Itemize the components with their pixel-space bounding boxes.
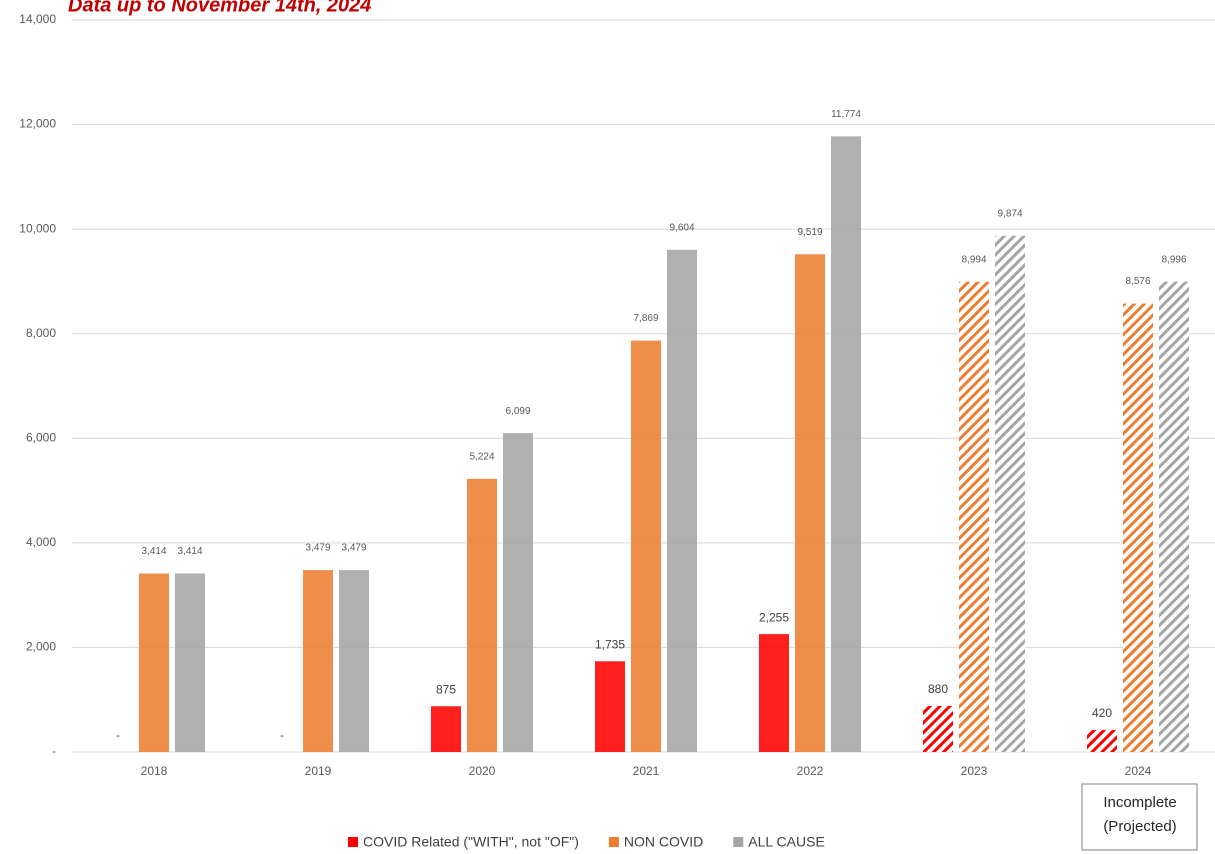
bar — [1159, 281, 1189, 752]
annotation: (Projected) — [1103, 818, 1176, 835]
value-label: 420 — [1092, 706, 1112, 720]
value-label: 3,479 — [341, 543, 366, 554]
legend-label: ALL CAUSE — [748, 834, 825, 850]
y-tick-label: 2,000 — [26, 640, 56, 654]
bar — [595, 661, 625, 752]
bar — [1087, 730, 1117, 752]
value-label: 8,576 — [1125, 276, 1150, 287]
value-label: 2,255 — [759, 610, 789, 624]
y-tick-label: 10,000 — [19, 221, 56, 235]
value-label: 8,994 — [961, 254, 986, 265]
legend-swatch — [608, 837, 619, 847]
value-label: 6,099 — [505, 406, 530, 417]
value-label: 5,224 — [469, 452, 494, 463]
value-label: 11,774 — [831, 109, 861, 120]
value-label: 9,874 — [997, 208, 1022, 219]
legend-label: COVID Related ("WITH", not "OF") — [363, 834, 579, 850]
x-tick-label: 2024 — [1125, 764, 1152, 778]
value-label: 1,735 — [595, 637, 625, 651]
bar — [303, 570, 333, 752]
value-label: 8,996 — [1161, 254, 1186, 265]
bar — [995, 235, 1025, 753]
legend-swatch — [348, 837, 358, 847]
x-tick-label: 2021 — [633, 764, 660, 778]
value-label: 880 — [928, 682, 948, 696]
x-tick-label: 2023 — [961, 764, 988, 778]
bar — [175, 573, 205, 752]
chart-title: Data up to November 14th, 2024 — [68, 0, 371, 16]
value-label: - — [280, 728, 284, 742]
x-tick-label: 2020 — [469, 764, 496, 778]
bar — [959, 281, 989, 752]
bar — [467, 478, 497, 752]
bar — [431, 706, 461, 752]
value-label: 875 — [436, 682, 456, 696]
value-label: 9,519 — [797, 227, 822, 238]
bar — [667, 249, 697, 752]
y-tick-label: 4,000 — [26, 535, 56, 549]
value-label: 9,604 — [669, 222, 694, 233]
annotation: Incomplete — [1103, 794, 1176, 811]
bar — [631, 340, 661, 752]
y-tick-label: 6,000 — [26, 430, 56, 444]
bar — [1123, 303, 1153, 752]
value-label: - — [116, 728, 120, 742]
value-label: 3,414 — [141, 546, 166, 557]
x-tick-label: 2019 — [305, 764, 332, 778]
y-tick-label: 12,000 — [19, 117, 56, 131]
bar — [923, 705, 953, 752]
x-tick-label: 2022 — [797, 764, 824, 778]
value-label: 7,869 — [633, 313, 658, 324]
legend-swatch — [733, 837, 744, 847]
bar — [795, 254, 825, 752]
bar — [139, 573, 169, 752]
x-tick-label: 2018 — [141, 764, 168, 778]
bar — [339, 570, 369, 752]
value-label: 3,479 — [305, 543, 330, 554]
bar — [503, 433, 533, 752]
bar — [759, 634, 789, 752]
y-tick-label: 8,000 — [26, 326, 56, 340]
legend-label: NON COVID — [624, 834, 703, 850]
y-tick-label: 14,000 — [19, 12, 56, 26]
bar — [831, 136, 861, 752]
y-tick-label: - — [52, 744, 56, 758]
annotation-box — [1081, 783, 1198, 851]
value-label: 3,414 — [177, 546, 202, 557]
